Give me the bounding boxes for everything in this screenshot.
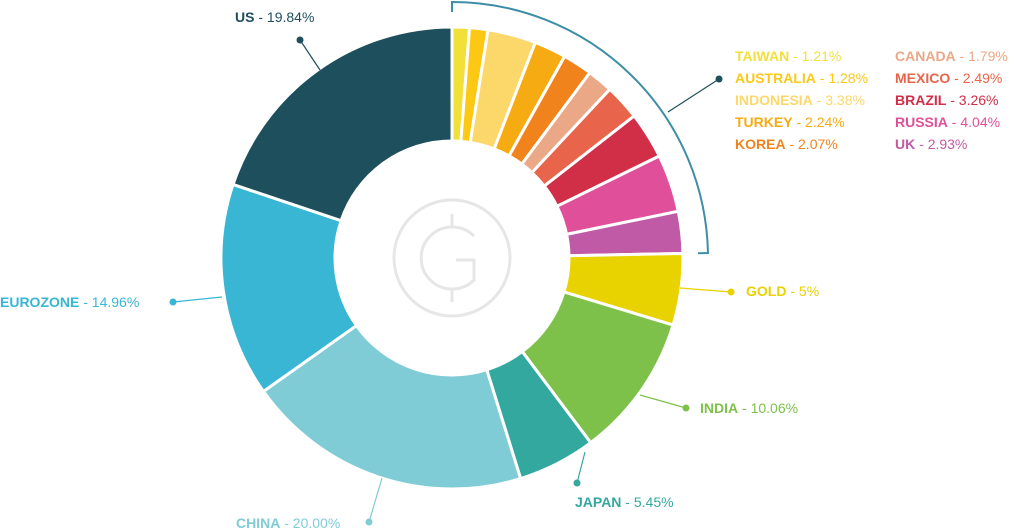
slice-label: UK - 2.93% — [895, 136, 967, 152]
label-name: CHINA — [236, 515, 280, 531]
label-separator: - — [79, 294, 91, 310]
label-name: TURKEY — [735, 114, 793, 130]
label-value: 10.06% — [751, 400, 798, 416]
label-value: 19.84% — [267, 9, 314, 25]
slice-label: INDONESIA - 3.38% — [735, 92, 865, 108]
label-name: CANADA — [895, 48, 956, 64]
leader-dot — [296, 36, 304, 44]
label-value: 20.00% — [293, 515, 340, 531]
slice — [219, 182, 359, 394]
slice-label: BRAZIL - 3.26% — [895, 92, 998, 108]
bracket — [451, 0, 709, 255]
leader-line — [639, 394, 687, 409]
label-value: 1.28% — [828, 70, 868, 86]
label-name: RUSSIA — [895, 114, 948, 130]
slices — [219, 25, 685, 491]
label-name: EUROZONE — [0, 294, 79, 310]
label-separator: - — [813, 92, 825, 108]
label-value: 1.79% — [968, 48, 1008, 64]
leader-line — [299, 39, 321, 71]
label-separator: - — [280, 515, 292, 531]
label-separator: - — [621, 494, 633, 510]
label-name: GOLD — [746, 283, 786, 299]
slice-label: INDIA - 10.06% — [700, 400, 798, 416]
slice-label: MEXICO - 2.49% — [895, 70, 1002, 86]
label-value: 4.04% — [960, 114, 1000, 130]
leader-dot — [365, 518, 373, 526]
label-separator: - — [786, 283, 798, 299]
slice-label: TAIWAN - 1.21% — [735, 48, 841, 64]
leader-line — [368, 477, 383, 523]
label-separator: - — [738, 400, 750, 416]
label-value: 3.38% — [825, 92, 865, 108]
label-value: 2.93% — [928, 136, 968, 152]
label-separator: - — [789, 48, 801, 64]
label-value: 5% — [799, 283, 819, 299]
label-separator: - — [946, 92, 958, 108]
slice-label: US - 19.84% — [235, 9, 314, 25]
slice-label: KOREA - 2.07% — [735, 136, 838, 152]
label-value: 2.07% — [798, 136, 838, 152]
leader-dot — [727, 288, 735, 296]
label-separator: - — [956, 48, 968, 64]
label-name: BRAZIL — [895, 92, 947, 108]
label-separator: - — [950, 70, 962, 86]
label-value: 14.96% — [92, 294, 139, 310]
leader-dot — [169, 298, 177, 306]
slice-label: TURKEY - 2.24% — [735, 114, 845, 130]
slice — [231, 25, 454, 223]
leader-dot — [715, 75, 723, 83]
center-logo — [392, 198, 512, 318]
slice-label: EUROZONE - 14.96% — [0, 294, 139, 310]
slice-label: JAPAN - 5.45% — [575, 494, 674, 510]
leader-line — [667, 78, 720, 113]
slice-label: RUSSIA - 4.04% — [895, 114, 1000, 130]
label-name: AUSTRALIA — [735, 70, 816, 86]
leader-line — [172, 296, 223, 303]
label-separator: - — [793, 114, 805, 130]
slice-label: CANADA - 1.79% — [895, 48, 1008, 64]
label-separator: - — [786, 136, 798, 152]
slice-label: AUSTRALIA - 1.28% — [735, 70, 868, 86]
label-name: US — [235, 9, 254, 25]
leader-dot — [682, 404, 690, 412]
label-name: UK — [895, 136, 915, 152]
label-name: KOREA — [735, 136, 786, 152]
label-separator: - — [816, 70, 828, 86]
label-value: 2.24% — [805, 114, 845, 130]
label-separator: - — [915, 136, 927, 152]
label-name: INDONESIA — [735, 92, 813, 108]
label-value: 5.45% — [634, 494, 674, 510]
leader-dot — [573, 479, 581, 487]
label-name: MEXICO — [895, 70, 950, 86]
slice-label: GOLD - 5% — [746, 283, 819, 299]
label-name: TAIWAN — [735, 48, 789, 64]
slice — [261, 323, 523, 491]
label-name: JAPAN — [575, 494, 621, 510]
slice-label: CHINA - 20.00% — [236, 515, 340, 531]
label-value: 1.21% — [802, 48, 842, 64]
label-name: INDIA — [700, 400, 738, 416]
label-value: 2.49% — [963, 70, 1003, 86]
label-separator: - — [948, 114, 960, 130]
label-value: 3.26% — [959, 92, 999, 108]
label-separator: - — [254, 9, 266, 25]
leader-line — [679, 287, 732, 293]
leader-line — [576, 451, 586, 484]
